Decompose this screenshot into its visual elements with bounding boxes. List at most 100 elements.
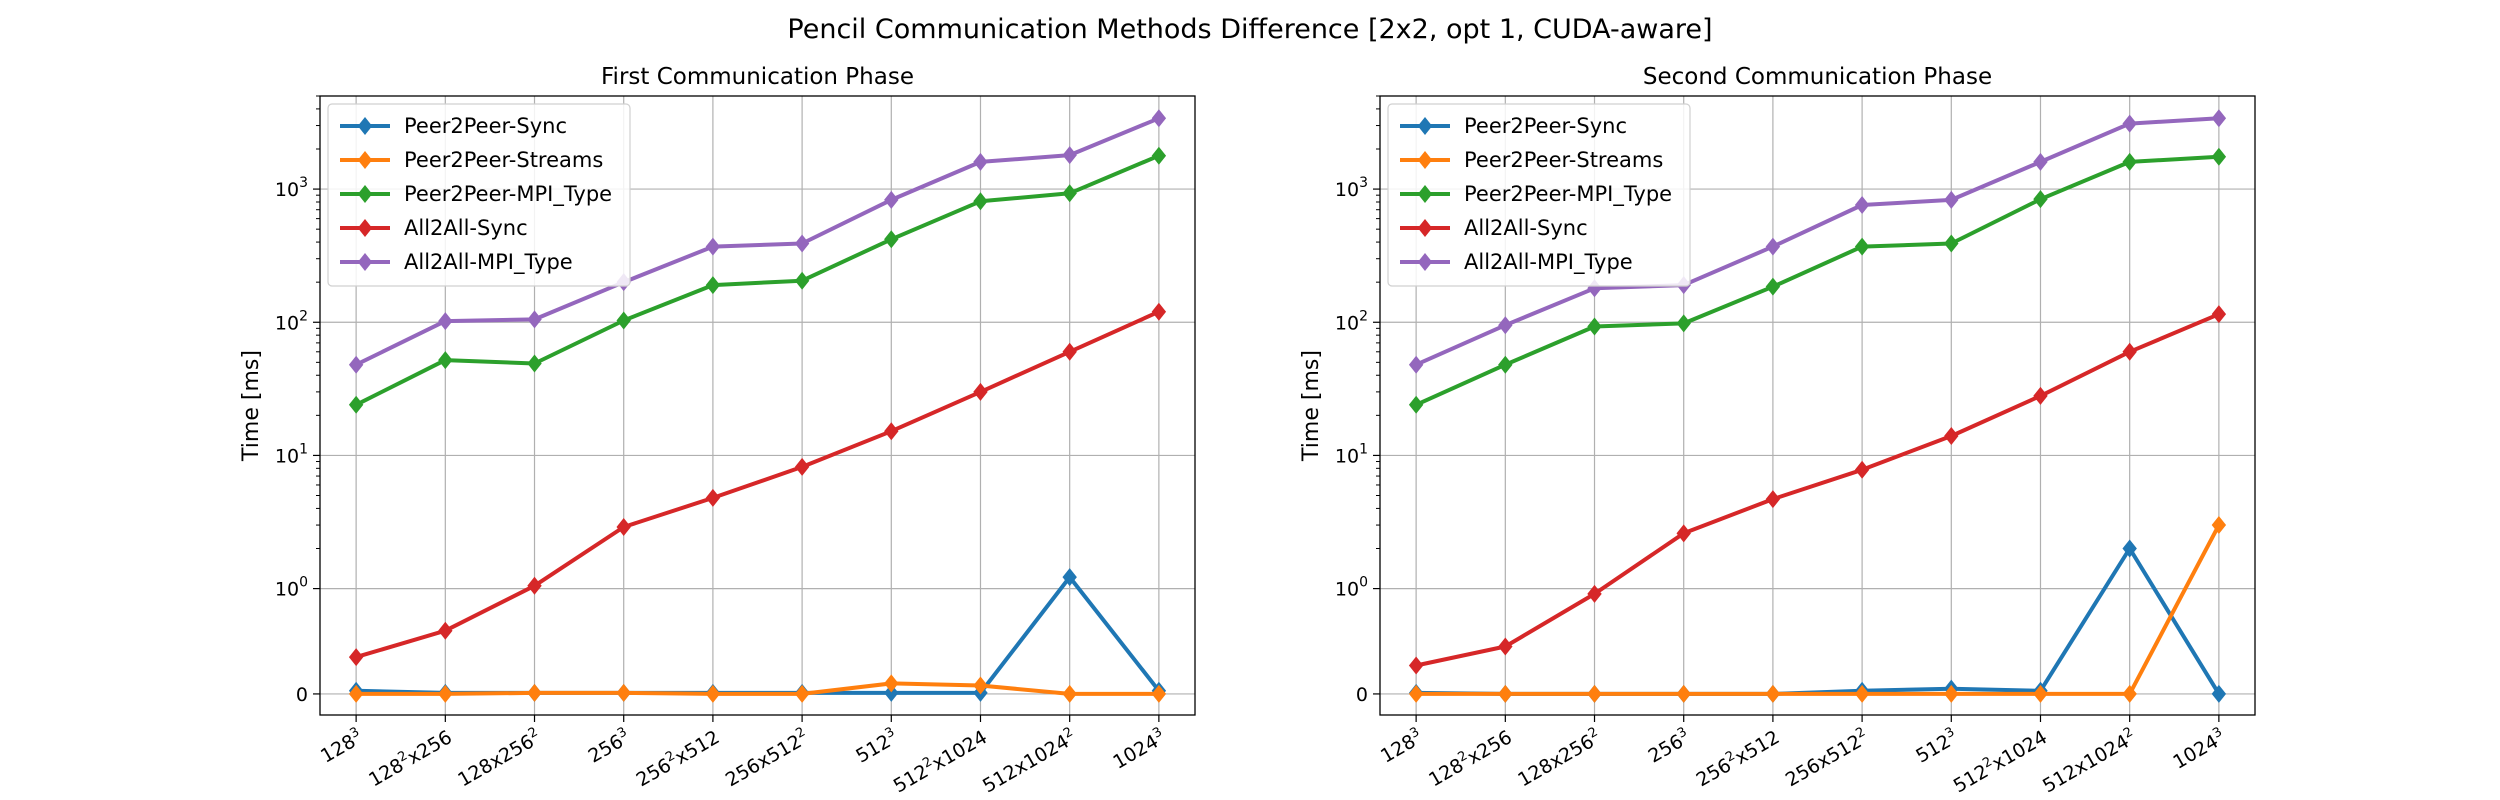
data-point-peer2peer-sync	[2122, 539, 2137, 558]
data-point-all2all-mpi-type	[1498, 316, 1513, 335]
x-tick-label: 1282x256	[364, 725, 456, 792]
data-point-all2all-mpi-type	[527, 310, 542, 329]
x-tick-label: 128x2562	[1513, 725, 1605, 792]
data-point-all2all-sync	[1151, 302, 1167, 321]
data-point-all2all-sync	[705, 488, 721, 507]
data-point-all2all-sync	[438, 621, 453, 640]
legend-label-peer2peer-streams: Peer2Peer-Streams	[404, 148, 603, 172]
data-point-all2all-sync	[2033, 386, 2048, 405]
x-tick-label: 2562x512	[632, 725, 724, 792]
data-point-all2all-sync	[1676, 524, 1691, 543]
legend-marker-all2all-mpi-type	[357, 253, 373, 271]
data-point-peer2peer-streams	[1498, 684, 1513, 703]
series-line-peer2peer-sync	[356, 575, 1161, 695]
series-line-all2all-mpi-type	[355, 116, 1160, 367]
series-line-peer2peer-mpi-type	[1415, 154, 2220, 407]
data-point-all2all-mpi-type	[2211, 109, 2227, 128]
data-point-peer2peer-streams	[1765, 684, 1781, 703]
x-tick-label: 1283	[1376, 725, 1427, 768]
legend-label-all2all-mpi-type: All2All-MPI_Type	[404, 250, 573, 275]
data-point-peer2peer-streams	[1408, 684, 1424, 703]
data-point-peer2peer-streams	[973, 676, 988, 695]
legend-label-peer2peer-mpi-type: Peer2Peer-MPI_Type	[1464, 182, 1672, 207]
data-point-peer2peer-mpi-type	[1854, 237, 1870, 256]
x-tick-label: 2563	[584, 725, 635, 768]
y-tick-label: 103	[275, 175, 308, 201]
figure-title: Pencil Communication Methods Difference …	[787, 14, 1712, 45]
legend-marker-peer2peer-mpi-type	[1417, 185, 1433, 203]
y-tick-label: 102	[1335, 308, 1368, 334]
legend-label-all2all-mpi-type: All2All-MPI_Type	[1464, 250, 1633, 275]
series-line-all2all-sync	[1415, 312, 2220, 668]
data-point-peer2peer-mpi-type	[2033, 190, 2048, 209]
data-point-peer2peer-streams	[1944, 684, 1959, 703]
legend-marker-peer2peer-streams	[1417, 151, 1433, 169]
data-point-peer2peer-streams	[527, 683, 542, 702]
data-point-peer2peer-mpi-type	[1151, 146, 1167, 165]
data-point-peer2peer-streams	[1151, 684, 1167, 703]
data-point-peer2peer-sync	[1062, 568, 1077, 587]
data-point-all2all-mpi-type	[884, 190, 899, 209]
x-tick-label: 1282x256	[1424, 725, 1516, 792]
data-point-all2all-mpi-type	[1408, 355, 1424, 374]
data-point-all2all-sync	[616, 518, 631, 537]
x-tick-label: 2563	[1644, 725, 1695, 768]
data-point-peer2peer-mpi-type	[438, 351, 453, 370]
plot-frame	[1379, 95, 2256, 716]
legend: Peer2Peer-Sync Peer2Peer-Streams Peer2Peer…	[1387, 103, 1691, 287]
legend-label-peer2peer-sync: Peer2Peer-Sync	[404, 114, 567, 138]
data-point-all2all-mpi-type	[1944, 190, 1959, 209]
y-tick-label: 0	[1356, 684, 1368, 706]
data-point-peer2peer-streams	[794, 684, 810, 703]
data-point-all2all-sync	[973, 382, 988, 401]
data-point-all2all-mpi-type	[2122, 114, 2137, 133]
data-point-all2all-mpi-type	[973, 152, 988, 171]
x-tick-label: 2562x512	[1692, 725, 1784, 792]
y-tick-label: 100	[275, 575, 308, 601]
x-tick-label: 256x5122	[1781, 725, 1873, 792]
data-point-peer2peer-streams	[705, 684, 721, 703]
data-point-peer2peer-mpi-type	[1408, 395, 1424, 414]
legend-box	[327, 103, 631, 287]
data-point-peer2peer-mpi-type	[527, 354, 542, 373]
x-tick-label: 512x10242	[978, 725, 1080, 798]
y-axis-label: Time [ms]	[239, 350, 264, 462]
data-point-peer2peer-streams	[2122, 684, 2137, 703]
data-point-peer2peer-mpi-type	[1765, 277, 1781, 296]
data-point-peer2peer-mpi-type	[1676, 314, 1691, 333]
legend-label-peer2peer-mpi-type: Peer2Peer-MPI_Type	[404, 182, 612, 207]
series-line-peer2peer-sync	[1416, 546, 2221, 696]
data-point-all2all-sync	[1498, 637, 1513, 656]
data-point-peer2peer-sync	[884, 683, 899, 702]
data-point-peer2peer-mpi-type	[884, 230, 899, 249]
plot-frame	[319, 95, 1196, 716]
y-tick-label: 101	[275, 441, 308, 467]
data-point-all2all-mpi-type	[1062, 146, 1077, 165]
data-point-all2all-mpi-type	[348, 355, 364, 374]
y-tick-label: 102	[275, 308, 308, 334]
data-point-all2all-sync	[527, 576, 542, 595]
data-point-peer2peer-mpi-type	[2122, 152, 2137, 171]
data-point-peer2peer-streams	[1854, 684, 1870, 703]
data-point-peer2peer-streams	[1676, 684, 1691, 703]
data-point-peer2peer-mpi-type	[1587, 317, 1602, 336]
x-tick-label: 128x2562	[453, 725, 545, 792]
x-tick-label: 1283	[316, 725, 367, 768]
data-point-all2all-sync	[1408, 656, 1424, 675]
x-tick-label: 256x5122	[721, 725, 813, 792]
legend-label-all2all-sync: All2All-Sync	[1464, 216, 1588, 240]
legend-marker-all2all-sync	[1417, 219, 1433, 237]
x-tick-label: 5123	[851, 725, 902, 768]
data-point-peer2peer-mpi-type	[616, 311, 631, 330]
y-tick-label: 100	[1335, 575, 1368, 601]
x-tick-label: 5122x1024	[1949, 725, 2051, 798]
data-point-all2all-sync	[1587, 584, 1602, 603]
legend-marker-peer2peer-sync	[1417, 117, 1433, 135]
data-point-all2all-mpi-type	[1765, 237, 1781, 256]
series-line-peer2peer-streams	[356, 681, 1159, 696]
data-point-peer2peer-mpi-type	[794, 271, 810, 290]
data-point-all2all-sync	[1062, 342, 1077, 361]
legend-marker-peer2peer-sync	[357, 117, 373, 135]
